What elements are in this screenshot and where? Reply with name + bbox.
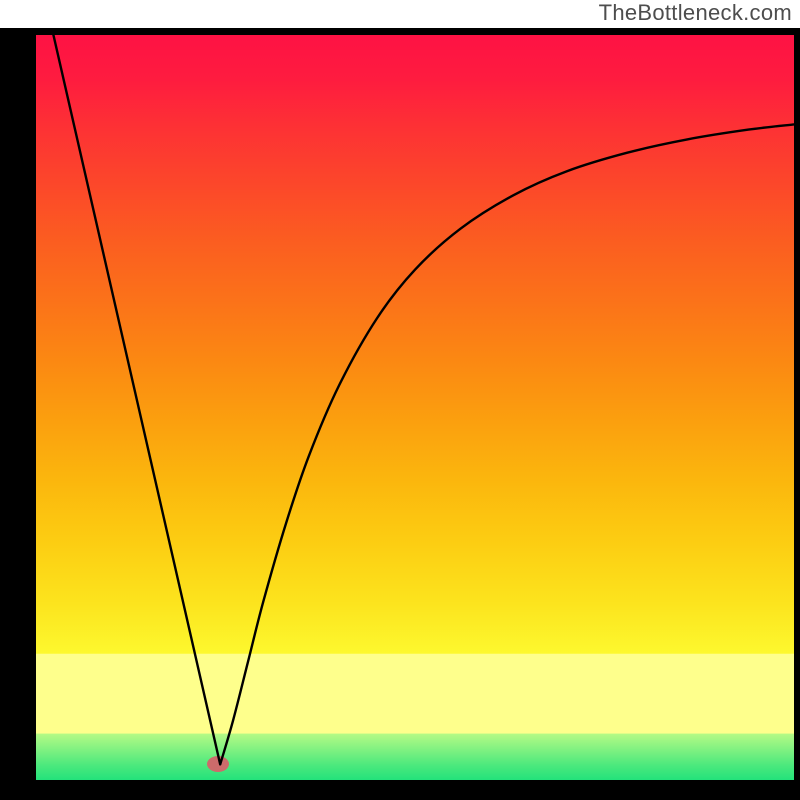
frame-border-bottom <box>0 780 800 800</box>
plot-area <box>36 35 794 780</box>
watermark-text: TheBottleneck.com <box>599 0 792 26</box>
curve-path <box>53 35 794 764</box>
bottleneck-curve <box>36 35 794 780</box>
root: TheBottleneck.com <box>0 0 800 800</box>
frame-border-left <box>0 35 36 780</box>
frame-border-right <box>794 35 800 780</box>
frame-border-top <box>0 28 800 35</box>
